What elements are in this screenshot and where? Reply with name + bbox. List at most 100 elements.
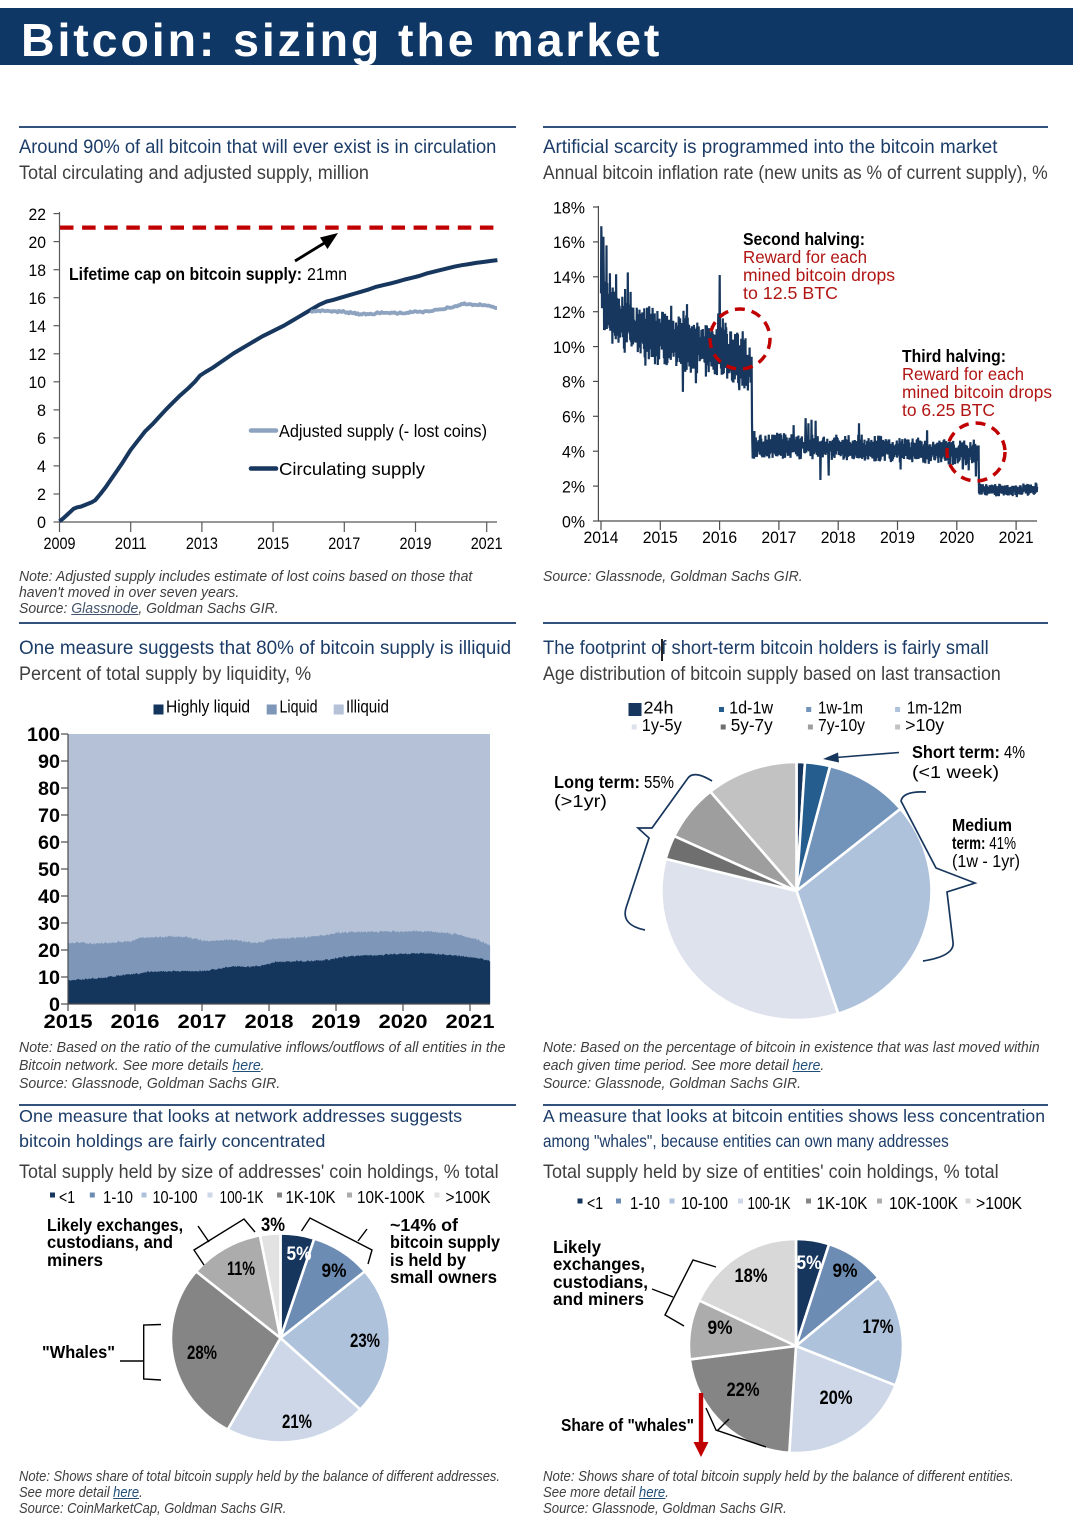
svg-text:2019: 2019 (400, 534, 432, 553)
svg-text:(<1 week): (<1 week) (912, 762, 999, 782)
svg-text:50: 50 (38, 859, 60, 881)
svg-text:100: 100 (27, 724, 60, 746)
svg-text:1d-1w: 1d-1w (729, 698, 773, 718)
svg-text:term: 41%: term: 41% (952, 833, 1016, 853)
svg-text:18: 18 (29, 261, 47, 280)
svg-text:12: 12 (29, 345, 47, 364)
svg-text:6%: 6% (562, 408, 585, 427)
svg-text:2021: 2021 (446, 1011, 495, 1033)
svg-text:0: 0 (49, 994, 60, 1016)
svg-text:2018: 2018 (821, 528, 856, 547)
svg-text:2021: 2021 (471, 534, 503, 553)
svg-text:18%: 18% (735, 1266, 768, 1287)
svg-text:2020: 2020 (939, 528, 974, 547)
svg-text:(>1yr): (>1yr) (554, 791, 607, 811)
svg-text:2011: 2011 (115, 534, 147, 553)
svg-text:14: 14 (29, 317, 47, 336)
svg-text:14%: 14% (553, 268, 585, 287)
svg-text:Short term:: Short term: (912, 742, 1000, 762)
svg-text:1w-1m: 1w-1m (818, 698, 863, 718)
svg-text:bitcoin supply: bitcoin supply (390, 1232, 500, 1252)
svg-text:Circulating supply: Circulating supply (279, 459, 425, 479)
svg-text:Share of "whales": Share of "whales" (561, 1415, 694, 1435)
svg-text:9%: 9% (708, 1318, 733, 1339)
svg-text:30: 30 (38, 913, 60, 935)
svg-text:70: 70 (38, 805, 60, 827)
svg-text:1-10: 1-10 (630, 1193, 660, 1213)
svg-text:12%: 12% (553, 303, 585, 322)
svg-text:2021: 2021 (999, 528, 1034, 547)
svg-text:80: 80 (38, 778, 60, 800)
svg-text:to 6.25 BTC: to 6.25 BTC (902, 400, 995, 420)
svg-text:20: 20 (29, 233, 47, 252)
svg-text:Illiquid: Illiquid (346, 697, 389, 717)
svg-text:miners: miners (47, 1250, 103, 1270)
svg-text:10%: 10% (553, 338, 585, 357)
svg-text:2%: 2% (562, 477, 585, 496)
svg-text:2017: 2017 (328, 534, 360, 553)
svg-text:Second halving:: Second halving: (743, 229, 865, 249)
svg-text:Reward for each: Reward for each (743, 247, 867, 267)
svg-text:<1: <1 (587, 1193, 603, 1213)
svg-text:mined bitcoin drops: mined bitcoin drops (902, 382, 1052, 402)
svg-text:22%: 22% (727, 1380, 760, 1401)
svg-text:8%: 8% (562, 373, 585, 392)
svg-text:10: 10 (38, 967, 60, 989)
svg-text:"Whales": "Whales" (42, 1342, 115, 1362)
svg-text:2018: 2018 (245, 1011, 294, 1033)
svg-text:60: 60 (38, 832, 60, 854)
svg-text:2014: 2014 (584, 528, 619, 547)
svg-text:1m-12m: 1m-12m (907, 698, 962, 718)
svg-text:23%: 23% (350, 1331, 380, 1352)
svg-text:2015: 2015 (257, 534, 289, 553)
svg-text:11%: 11% (227, 1259, 255, 1280)
svg-text:8: 8 (37, 401, 46, 420)
svg-text:40: 40 (38, 886, 60, 908)
svg-text:7y-10y: 7y-10y (818, 715, 865, 735)
svg-text:1K-10K: 1K-10K (286, 1187, 336, 1207)
svg-text:24h: 24h (644, 698, 674, 718)
svg-text:28%: 28% (187, 1343, 217, 1364)
svg-text:9%: 9% (833, 1261, 858, 1282)
svg-text:is held by: is held by (390, 1250, 466, 1270)
svg-text:2019: 2019 (880, 528, 915, 547)
svg-text:16%: 16% (553, 233, 585, 252)
svg-text:20%: 20% (820, 1388, 853, 1409)
svg-text:5y-7y: 5y-7y (731, 715, 773, 735)
svg-text:Reward for each: Reward for each (902, 364, 1024, 384)
svg-text:21mn: 21mn (307, 264, 347, 284)
svg-text:2013: 2013 (186, 534, 218, 553)
svg-text:2017: 2017 (178, 1011, 227, 1033)
svg-text:0: 0 (37, 513, 46, 532)
svg-text:Liquid: Liquid (280, 697, 318, 717)
svg-text:>100K: >100K (976, 1193, 1022, 1213)
svg-text:(1w - 1yr): (1w - 1yr) (952, 851, 1020, 871)
svg-text:Likely exchanges,: Likely exchanges, (47, 1215, 183, 1235)
svg-text:16: 16 (29, 289, 47, 308)
svg-text:1K-10K: 1K-10K (817, 1193, 868, 1213)
svg-text:and miners: and miners (553, 1289, 644, 1309)
svg-text:20: 20 (38, 940, 60, 962)
svg-text:exchanges,: exchanges, (553, 1254, 645, 1274)
svg-text:2: 2 (37, 485, 46, 504)
svg-text:17%: 17% (863, 1317, 894, 1338)
svg-text:custodians, and: custodians, and (47, 1232, 173, 1252)
svg-text:2009: 2009 (44, 534, 76, 553)
svg-text:Third halving:: Third halving: (902, 346, 1006, 366)
svg-text:2019: 2019 (312, 1011, 361, 1033)
svg-text:4: 4 (37, 457, 46, 476)
svg-text:5%: 5% (797, 1253, 822, 1274)
svg-text:2017: 2017 (761, 528, 796, 547)
svg-text:55%: 55% (644, 772, 674, 792)
svg-text:21%: 21% (282, 1412, 312, 1433)
svg-text:18%: 18% (553, 198, 585, 217)
svg-text:100-1K: 100-1K (220, 1187, 264, 1207)
svg-text:Adjusted supply (- lost coins): Adjusted supply (- lost coins) (279, 421, 487, 441)
svg-text:>100K: >100K (446, 1187, 491, 1207)
svg-text:10-100: 10-100 (681, 1193, 728, 1213)
svg-text:to 12.5 BTC: to 12.5 BTC (743, 283, 838, 303)
svg-text:90: 90 (38, 751, 60, 773)
svg-text:1y-5y: 1y-5y (642, 715, 682, 735)
svg-text:Medium: Medium (952, 815, 1012, 835)
svg-text:4%: 4% (562, 443, 585, 462)
